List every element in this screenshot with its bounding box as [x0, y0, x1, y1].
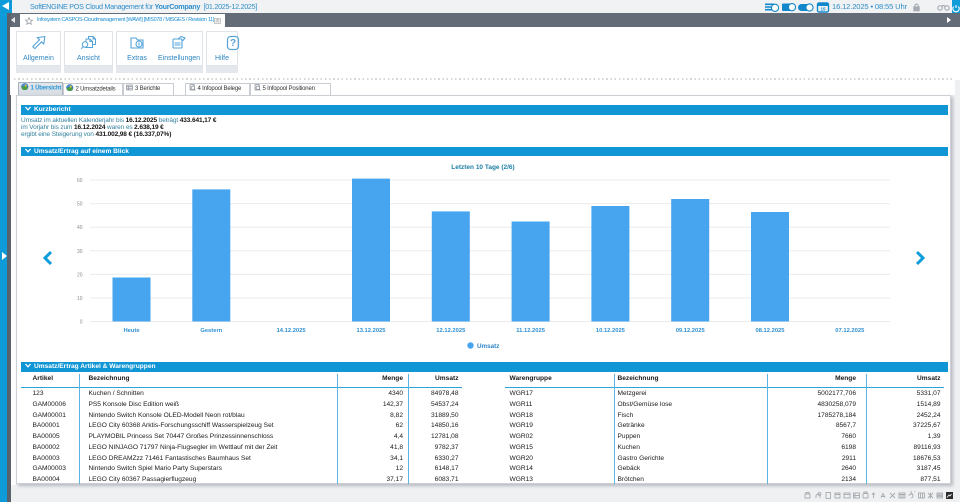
svg-text:30: 30 [77, 249, 83, 255]
svg-text:11.12.2025: 11.12.2025 [516, 328, 545, 334]
svg-text:15: 15 [820, 7, 826, 12]
svg-text:40: 40 [77, 225, 83, 231]
svg-text:10: 10 [77, 296, 83, 302]
svg-text:Letzten 10 Tage (2/6): Letzten 10 Tage (2/6) [451, 164, 514, 171]
svg-text:13.12.2025: 13.12.2025 [356, 328, 386, 334]
svg-text:14.12.2025: 14.12.2025 [277, 328, 307, 334]
svg-text:Umsatz: Umsatz [477, 343, 499, 350]
svg-text:09.12.2025: 09.12.2025 [676, 328, 706, 334]
svg-text:Gestern: Gestern [200, 328, 222, 334]
svg-text:12.12.2025: 12.12.2025 [436, 328, 466, 334]
svg-text:Heute: Heute [123, 328, 140, 334]
svg-text:07.12.2025: 07.12.2025 [835, 328, 865, 334]
svg-text:10.12.2025: 10.12.2025 [596, 328, 626, 334]
svg-text:0: 0 [80, 320, 83, 326]
svg-text:20: 20 [77, 272, 83, 278]
svg-text:60: 60 [77, 178, 83, 184]
svg-text:50: 50 [77, 202, 83, 208]
svg-text:?: ? [230, 38, 236, 49]
svg-text:08.12.2025: 08.12.2025 [755, 328, 785, 334]
